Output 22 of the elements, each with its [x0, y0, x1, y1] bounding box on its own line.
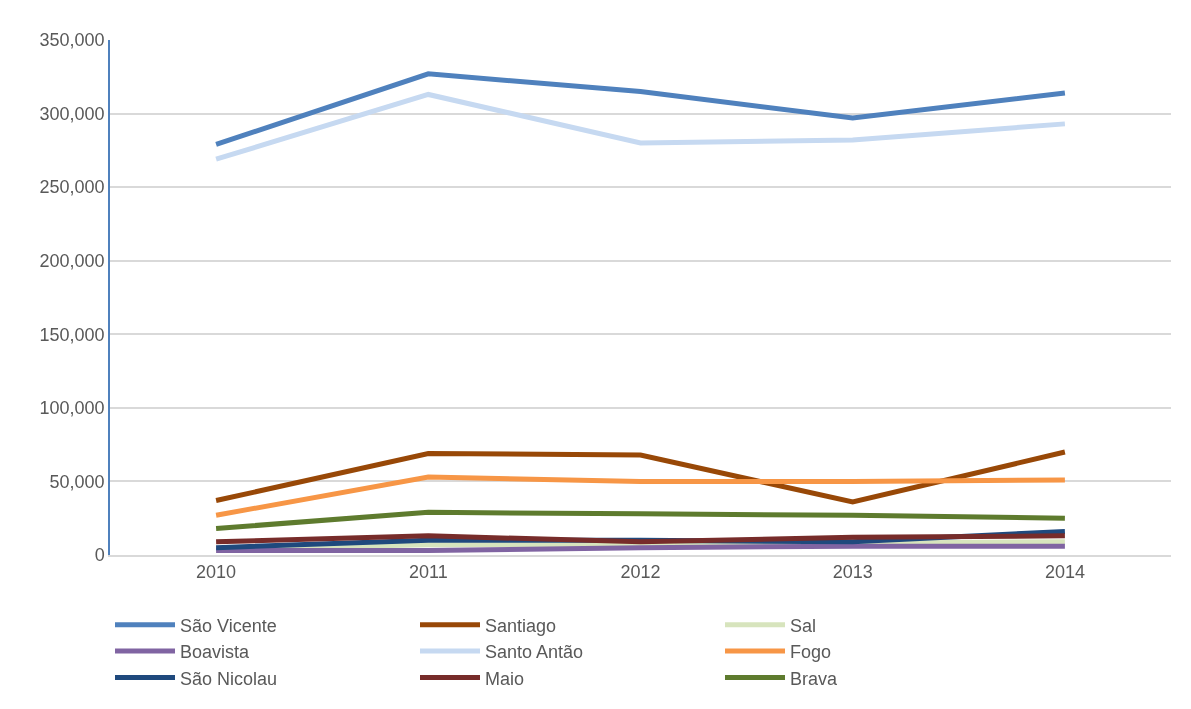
legend-label: São Vicente: [180, 615, 277, 636]
legend-label: Sal: [790, 615, 817, 636]
y-tick-label: 150,000: [39, 324, 105, 345]
legend-label: Brava: [790, 668, 839, 689]
y-tick-label: 0: [94, 545, 105, 566]
legend-label: Fogo: [790, 642, 832, 663]
x-tick-label: 2011: [408, 562, 448, 583]
legend-label: Maio: [485, 668, 525, 689]
legend-label: São Nicolau: [180, 668, 278, 689]
x-tick-label: 2014: [1044, 562, 1085, 583]
y-tick-label: 350,000: [39, 30, 105, 51]
x-tick-label: 2012: [620, 562, 661, 583]
legend-label: Santo Antão: [485, 642, 584, 663]
legend-label: Boavista: [180, 642, 251, 663]
x-tick-label: 2010: [196, 562, 237, 583]
y-tick-label: 50,000: [49, 471, 105, 492]
legend-label: Santiago: [485, 615, 557, 636]
y-tick-label: 300,000: [39, 103, 105, 124]
x-tick-label: 2013: [832, 562, 873, 583]
y-tick-label: 250,000: [39, 177, 105, 198]
y-tick-label: 200,000: [39, 251, 105, 272]
y-tick-label: 100,000: [39, 398, 105, 419]
